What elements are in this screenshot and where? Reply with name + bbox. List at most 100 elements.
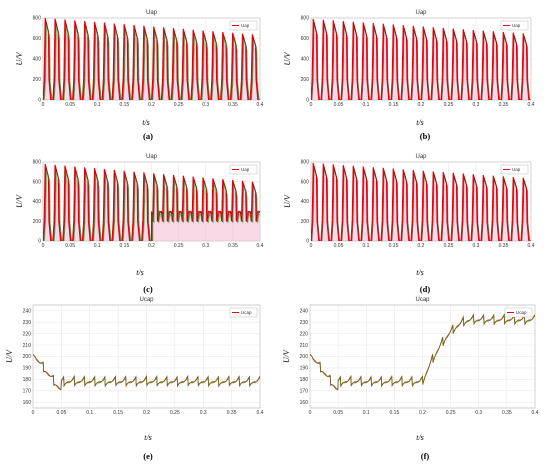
x-tick-label: 0.35	[502, 410, 512, 416]
x-tick-label: 0.35	[227, 410, 237, 416]
legend-box	[229, 20, 258, 31]
x-tick-label: 0.25	[444, 102, 454, 108]
x-tick-label: 0.3	[475, 410, 482, 416]
series-line-uap	[311, 162, 531, 241]
x-tick-label: 0.25	[444, 243, 454, 249]
x-tick-label: 0.4	[532, 410, 539, 416]
series-line-uap-green	[44, 26, 260, 100]
y-axis-label: U/V	[15, 194, 24, 208]
x-tick-label: 0.05	[334, 102, 344, 108]
series-line-ucap-3	[310, 313, 535, 390]
legend-box	[500, 20, 529, 31]
x-tick-label: 0.4	[257, 102, 264, 108]
series-line-ucap-3	[33, 353, 260, 390]
legend-label: Ucap	[516, 310, 527, 315]
x-tick-label: 0.2	[418, 102, 425, 108]
legend: Uap	[500, 164, 529, 175]
x-tick-label: 0.25	[170, 410, 180, 416]
chart-title: Uap	[146, 10, 158, 16]
x-tick-label: 0.05	[65, 243, 75, 249]
y-tick-label: 220	[23, 331, 32, 337]
y-tick-label: 200	[301, 219, 310, 225]
y-tick-label: 200	[33, 219, 42, 225]
x-axis-label: t/s	[136, 268, 144, 277]
x-tick-label: 0.15	[389, 243, 399, 249]
chart-title: Uap	[415, 10, 427, 16]
x-tick-label: 0.1	[363, 410, 370, 416]
series-line-uap-shadow	[311, 22, 531, 100]
y-tick-label: 800	[33, 160, 42, 166]
x-tick-label: 0.3	[202, 102, 209, 108]
y-tick-label: 400	[33, 199, 42, 205]
y-tick-label: 190	[300, 366, 309, 372]
x-tick-label: 0.3	[200, 410, 207, 416]
chart-panel-5: 0 0.05 0.1 0.15 0.2 0.25 0.3 0.35 0.4 160 170 180 19…	[5, 297, 264, 461]
x-tick-label: 0.4	[257, 410, 264, 416]
legend: Uap	[229, 20, 258, 31]
x-tick-label: 0.05	[334, 243, 344, 249]
x-tick-label: 0.2	[418, 243, 425, 249]
y-tick-label: 180	[300, 377, 309, 383]
data-layer	[311, 18, 531, 100]
y-tick-label: 210	[300, 343, 309, 349]
x-axis-label: t/s	[142, 118, 150, 127]
x-tick-label: 0.15	[389, 102, 399, 108]
panel-caption: (c)	[143, 284, 153, 294]
chart-title: Uap	[415, 154, 427, 160]
legend-box	[504, 307, 533, 318]
y-tick-label: 160	[23, 400, 32, 406]
data-layer	[33, 353, 260, 391]
y-axis-label: U/V	[283, 194, 292, 208]
y-tick-label: 160	[300, 400, 309, 406]
x-tick-label: 0.1	[94, 102, 101, 108]
y-tick-label: 0	[306, 98, 309, 104]
x-tick-label: 0.4	[257, 243, 264, 249]
legend: Uap	[229, 164, 258, 175]
y-tick-label: 200	[23, 354, 32, 360]
x-tick-label: 0	[32, 410, 35, 416]
x-tick-label: 0	[42, 102, 45, 108]
x-tick-label: 0.3	[473, 243, 480, 249]
chart-panel-1: 0 0.05 0.1 0.15 0.2 0.25 0.3 0.35 0.4 0 200 400 600 8…	[15, 10, 264, 141]
x-tick-label: 0.05	[65, 102, 75, 108]
y-tick-label: 800	[301, 16, 310, 22]
legend-label: Uap	[512, 167, 521, 172]
data-layer	[311, 162, 531, 241]
x-tick-label: 0.2	[419, 410, 426, 416]
y-tick-label: 400	[33, 57, 42, 63]
x-tick-label: 0.1	[363, 243, 370, 249]
series-line-uap	[43, 163, 260, 241]
y-tick-label: 180	[23, 377, 32, 383]
y-tick-label: 240	[23, 308, 32, 314]
x-tick-label: 0	[310, 243, 313, 249]
chart-title: Ucap	[139, 297, 154, 303]
data-layer	[43, 163, 260, 241]
legend: Uap	[500, 20, 529, 31]
chart-panel-4: 0 0.05 0.1 0.15 0.2 0.25 0.3 0.35 0.4 0 200 400 600 8…	[283, 154, 535, 294]
x-tick-label: 0.3	[473, 102, 480, 108]
panel-caption: (a)	[143, 131, 153, 141]
y-tick-label: 0	[38, 98, 41, 104]
x-tick-label: 0.25	[446, 410, 456, 416]
y-tick-label: 0	[38, 239, 41, 245]
y-tick-label: 800	[33, 16, 42, 22]
chart-panel-6: 0 0.05 0.1 0.15 0.2 0.25 0.3 0.35 0.4 160 170 180 19…	[282, 297, 539, 461]
y-tick-label: 170	[300, 389, 309, 395]
chart-title: Uap	[146, 154, 158, 160]
y-tick-label: 600	[301, 36, 310, 42]
y-tick-label: 230	[23, 320, 32, 326]
y-tick-label: 0	[306, 239, 309, 245]
legend-label: Uap	[512, 23, 521, 28]
y-tick-label: 600	[33, 179, 42, 185]
series-line-uap	[43, 18, 260, 100]
x-tick-label: 0	[42, 243, 45, 249]
y-tick-label: 200	[33, 77, 42, 83]
legend: Ucap	[229, 307, 258, 318]
y-tick-label: 400	[301, 57, 310, 63]
x-tick-label: 0.35	[228, 243, 238, 249]
x-tick-label: 0.35	[228, 102, 238, 108]
x-tick-label: 0.35	[499, 243, 509, 249]
series-line-uap-shadow	[43, 166, 260, 241]
data-layer	[43, 18, 260, 100]
x-tick-label: 0.3	[202, 243, 209, 249]
